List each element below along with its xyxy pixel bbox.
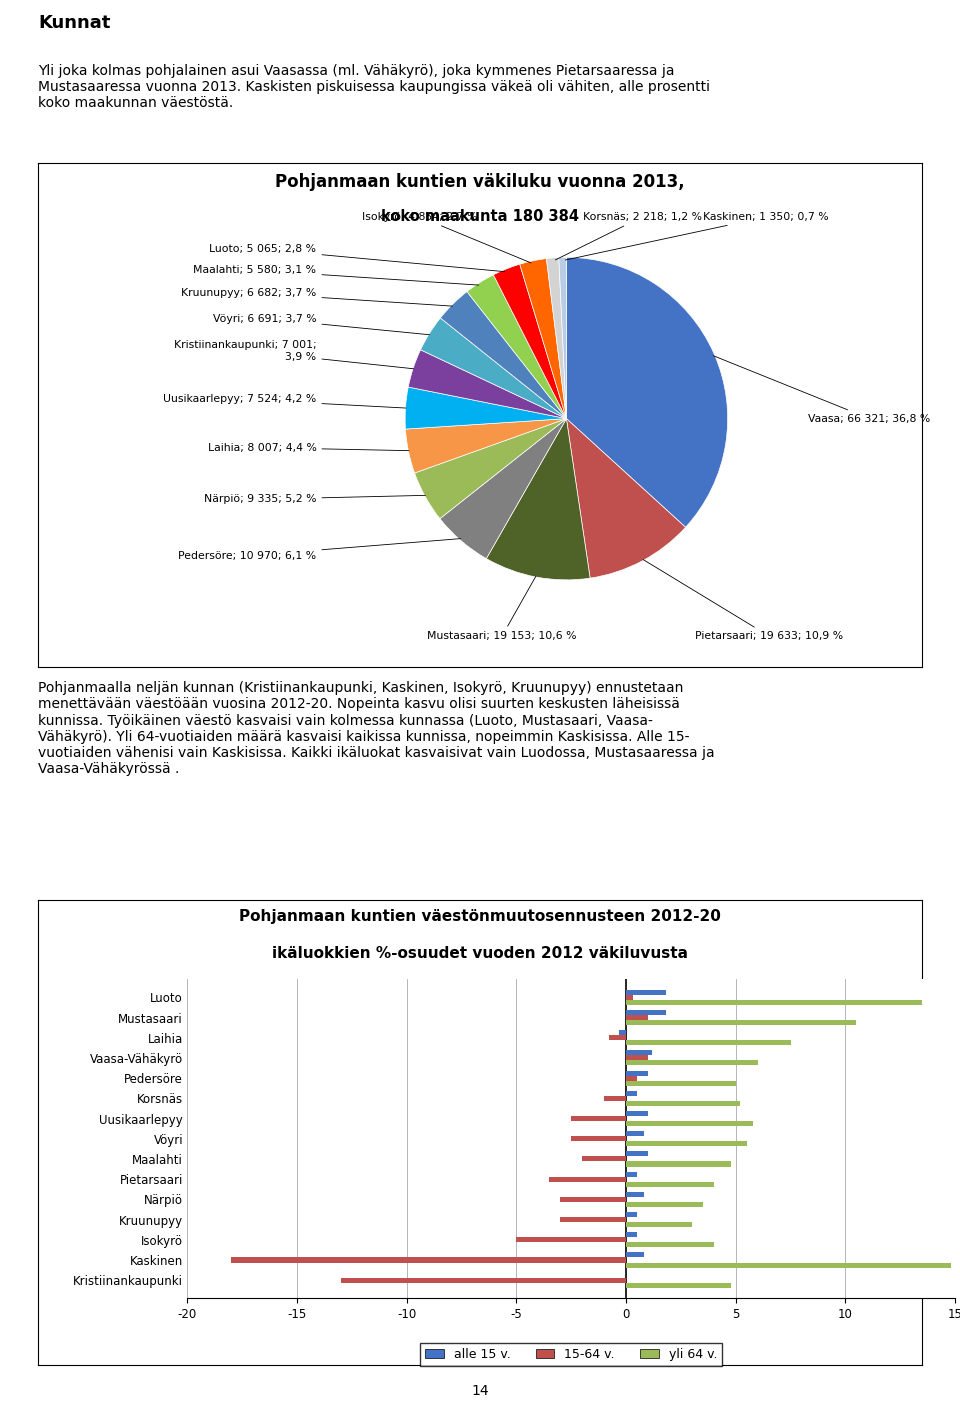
Bar <box>626 1015 648 1020</box>
Bar <box>626 1232 637 1237</box>
Wedge shape <box>420 318 566 419</box>
Bar <box>626 1121 754 1127</box>
Bar <box>626 1253 643 1257</box>
Legend: alle 15 v., 15-64 v., yli 64 v.: alle 15 v., 15-64 v., yli 64 v. <box>420 1342 722 1366</box>
Text: Pietarsaari; 19 633; 10,9 %: Pietarsaari; 19 633; 10,9 % <box>643 559 844 641</box>
Wedge shape <box>487 419 590 580</box>
Bar <box>626 1020 856 1025</box>
Wedge shape <box>415 419 566 519</box>
Wedge shape <box>566 419 685 578</box>
Bar <box>626 1101 740 1105</box>
Text: Mustasaari; 19 153; 10,6 %: Mustasaari; 19 153; 10,6 % <box>427 576 577 641</box>
Bar <box>626 989 665 995</box>
Bar <box>626 995 633 1000</box>
Text: Kristiinankaupunki; 7 001;
3,9 %: Kristiinankaupunki; 7 001; 3,9 % <box>174 341 414 369</box>
Text: Yli joka kolmas pohjalainen asui Vaasassa (ml. Vähäkyrö), joka kymmenes Pietarsa: Yli joka kolmas pohjalainen asui Vaasass… <box>38 64 710 111</box>
Text: Kaskinen; 1 350; 0,7 %: Kaskinen; 1 350; 0,7 % <box>565 211 829 260</box>
Text: 14: 14 <box>471 1384 489 1398</box>
Bar <box>626 1151 648 1156</box>
Bar <box>231 1257 626 1263</box>
Text: Kruunupyy; 6 682; 3,7 %: Kruunupyy; 6 682; 3,7 % <box>181 288 452 307</box>
Text: Vaasa; 66 321; 36,8 %: Vaasa; 66 321; 36,8 % <box>713 356 930 424</box>
Wedge shape <box>441 292 566 419</box>
Bar <box>626 1000 923 1005</box>
Bar <box>626 1192 643 1196</box>
Bar <box>341 1277 626 1283</box>
Bar <box>626 1162 732 1166</box>
Bar <box>582 1156 626 1162</box>
Bar <box>626 1056 648 1060</box>
Text: ikäluokkien %-osuudet vuoden 2012 väkiluvusta: ikäluokkien %-osuudet vuoden 2012 väkilu… <box>272 946 688 961</box>
Text: Närpiö; 9 335; 5,2 %: Närpiö; 9 335; 5,2 % <box>204 494 425 504</box>
Bar <box>626 1060 757 1066</box>
Text: Isokyrö; 4 854; 2,7 %: Isokyrö; 4 854; 2,7 % <box>362 211 531 263</box>
Bar <box>626 1283 732 1288</box>
Bar <box>626 1242 714 1247</box>
Bar <box>609 1036 626 1040</box>
Bar <box>549 1176 626 1182</box>
Bar <box>626 1050 653 1056</box>
Text: Pohjanmaan kuntien väestönmuutosennusteen 2012-20: Pohjanmaan kuntien väestönmuutosennustee… <box>239 910 721 924</box>
Bar <box>571 1137 626 1141</box>
Bar <box>516 1237 626 1242</box>
Bar <box>561 1196 626 1202</box>
Bar <box>626 1222 692 1227</box>
Text: Maalahti; 5 580; 3,1 %: Maalahti; 5 580; 3,1 % <box>193 265 479 285</box>
Bar <box>626 1172 637 1176</box>
Bar <box>626 1202 703 1208</box>
Bar <box>626 1070 648 1076</box>
Bar <box>626 1182 714 1186</box>
Text: Laihia; 8 007; 4,4 %: Laihia; 8 007; 4,4 % <box>207 443 409 453</box>
Wedge shape <box>408 350 566 419</box>
Text: Uusikaarlepyy; 7 524; 4,2 %: Uusikaarlepyy; 7 524; 4,2 % <box>163 394 406 409</box>
Bar <box>619 1030 626 1036</box>
Bar <box>626 1141 747 1147</box>
Wedge shape <box>566 257 728 528</box>
Bar <box>571 1115 626 1121</box>
Bar <box>626 1081 735 1086</box>
Bar <box>626 1263 950 1267</box>
Bar <box>604 1095 626 1101</box>
Wedge shape <box>440 419 566 559</box>
Wedge shape <box>559 257 566 419</box>
Wedge shape <box>546 257 566 419</box>
Bar <box>626 1076 637 1081</box>
Text: Pohjanmaalla neljän kunnan (Kristiinankaupunki, Kaskinen, Isokyrö, Kruunupyy) en: Pohjanmaalla neljän kunnan (Kristiinanka… <box>38 681 715 776</box>
Wedge shape <box>519 258 566 419</box>
Text: Vöyri; 6 691; 3,7 %: Vöyri; 6 691; 3,7 % <box>213 314 429 335</box>
Text: Kunnat: Kunnat <box>38 14 110 33</box>
Wedge shape <box>493 264 566 419</box>
Bar <box>626 1040 791 1046</box>
Bar <box>626 1131 643 1137</box>
Bar <box>626 1111 648 1115</box>
Bar <box>561 1218 626 1222</box>
Wedge shape <box>405 419 566 473</box>
Bar <box>626 1091 637 1095</box>
Text: Pedersöre; 10 970; 6,1 %: Pedersöre; 10 970; 6,1 % <box>179 539 461 561</box>
Bar <box>626 1212 637 1218</box>
Text: koko maakunta 180 384: koko maakunta 180 384 <box>381 209 579 224</box>
Text: Korsnäs; 2 218; 1,2 %: Korsnäs; 2 218; 1,2 % <box>556 211 702 260</box>
Text: Pohjanmaan kuntien väkiluku vuonna 2013,: Pohjanmaan kuntien väkiluku vuonna 2013, <box>276 173 684 192</box>
Bar <box>626 1010 665 1015</box>
Wedge shape <box>467 275 566 419</box>
Text: Luoto; 5 065; 2,8 %: Luoto; 5 065; 2,8 % <box>209 244 505 271</box>
Wedge shape <box>405 387 566 429</box>
